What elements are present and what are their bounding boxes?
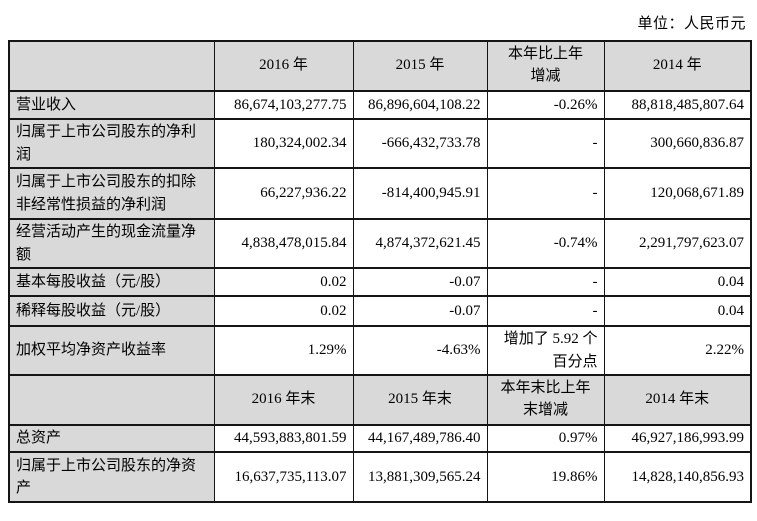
value-2016: 16,637,735,113.07 xyxy=(213,451,354,503)
table-row-diluted-eps: 稀释每股收益（元/股） 0.02 -0.07 - 0.04 xyxy=(8,295,752,327)
header-blank-cell xyxy=(8,40,215,92)
value-2015: 13,881,309,565.24 xyxy=(352,451,488,503)
value-2016: 86,674,103,277.75 xyxy=(213,90,354,120)
value-2014: 2.22% xyxy=(603,325,752,376)
row-label: 归属于上市公司股东的净资产 xyxy=(8,451,215,503)
value-2016: 1.29% xyxy=(213,325,354,376)
value-change: - xyxy=(486,295,605,327)
row-label: 稀释每股收益（元/股） xyxy=(8,295,215,327)
header-2014: 2014 年 xyxy=(603,40,752,92)
value-2015: -666,432,733.78 xyxy=(352,118,488,169)
period-end-header-row: 2016 年末 2015 年末 本年末比上年 末增减 2014 年末 xyxy=(8,374,752,426)
value-2016: 66,227,936.22 xyxy=(213,167,354,220)
value-change: 0.97% xyxy=(486,424,605,453)
value-change: -0.74% xyxy=(486,218,605,269)
period-header-row: 2016 年 2015 年 本年比上年 增减 2014 年 xyxy=(8,40,752,92)
value-2014: 0.04 xyxy=(603,267,752,297)
value-change: - xyxy=(486,118,605,169)
value-change: 19.86% xyxy=(486,451,605,503)
value-2014: 2,291,797,623.07 xyxy=(603,218,752,269)
value-2015: -0.07 xyxy=(352,267,488,297)
header-2015: 2015 年 xyxy=(352,40,488,92)
table-row-basic-eps: 基本每股收益（元/股） 0.02 -0.07 - 0.04 xyxy=(8,267,752,297)
value-2014: 46,927,186,993.99 xyxy=(603,424,752,453)
value-2014: 300,660,836.87 xyxy=(603,118,752,169)
value-2015: 86,896,604,108.22 xyxy=(352,90,488,120)
row-label: 归属于上市公司股东的扣除非经常性损益的净利润 xyxy=(8,167,215,220)
row-label: 加权平均净资产收益率 xyxy=(8,325,215,376)
financial-summary-table: 2016 年 2015 年 本年比上年 增减 2014 年 营业收入 86,67… xyxy=(8,40,752,503)
header-yoy-end-change: 本年末比上年 末增减 xyxy=(486,374,605,426)
row-label: 营业收入 xyxy=(8,90,215,120)
value-2015: -4.63% xyxy=(352,325,488,376)
value-2016: 4,838,478,015.84 xyxy=(213,218,354,269)
table-row-operating-cash-flow: 经营活动产生的现金流量净额 4,838,478,015.84 4,874,372… xyxy=(8,218,752,269)
header-2015-end: 2015 年末 xyxy=(352,374,488,426)
header-2014-end: 2014 年末 xyxy=(603,374,752,426)
value-2015: 44,167,489,786.40 xyxy=(352,424,488,453)
value-change: - xyxy=(486,167,605,220)
value-change: 增加了 5.92 个百分点 xyxy=(486,325,605,376)
row-label: 基本每股收益（元/股） xyxy=(8,267,215,297)
value-2014: 88,818,485,807.64 xyxy=(603,90,752,120)
header-2016: 2016 年 xyxy=(213,40,354,92)
header-yoy-change: 本年比上年 增减 xyxy=(486,40,605,92)
table-row-weighted-avg-roe: 加权平均净资产收益率 1.29% -4.63% 增加了 5.92 个百分点 2.… xyxy=(8,325,752,376)
row-label: 归属于上市公司股东的净利润 xyxy=(8,118,215,169)
value-2016: 44,593,883,801.59 xyxy=(213,424,354,453)
unit-label: 单位：人民币元 xyxy=(637,16,746,32)
value-2016: 180,324,002.34 xyxy=(213,118,354,169)
value-change: -0.26% xyxy=(486,90,605,120)
table-row-net-profit-excl-nonrecurring: 归属于上市公司股东的扣除非经常性损益的净利润 66,227,936.22 -81… xyxy=(8,167,752,220)
value-2015: -0.07 xyxy=(352,295,488,327)
value-2016: 0.02 xyxy=(213,295,354,327)
table-row-revenue: 营业收入 86,674,103,277.75 86,896,604,108.22… xyxy=(8,90,752,120)
row-label: 总资产 xyxy=(8,424,215,453)
row-label: 经营活动产生的现金流量净额 xyxy=(8,218,215,269)
table-row-net-profit: 归属于上市公司股东的净利润 180,324,002.34 -666,432,73… xyxy=(8,118,752,169)
value-2014: 0.04 xyxy=(603,295,752,327)
value-2016: 0.02 xyxy=(213,267,354,297)
value-change: - xyxy=(486,267,605,297)
table-row-net-assets: 归属于上市公司股东的净资产 16,637,735,113.07 13,881,3… xyxy=(8,451,752,503)
value-2014: 14,828,140,856.93 xyxy=(603,451,752,503)
header-blank-cell xyxy=(8,374,215,426)
value-2015: 4,874,372,621.45 xyxy=(352,218,488,269)
value-2015: -814,400,945.91 xyxy=(352,167,488,220)
value-2014: 120,068,671.89 xyxy=(603,167,752,220)
table-row-total-assets: 总资产 44,593,883,801.59 44,167,489,786.40 … xyxy=(8,424,752,453)
header-2016-end: 2016 年末 xyxy=(213,374,354,426)
